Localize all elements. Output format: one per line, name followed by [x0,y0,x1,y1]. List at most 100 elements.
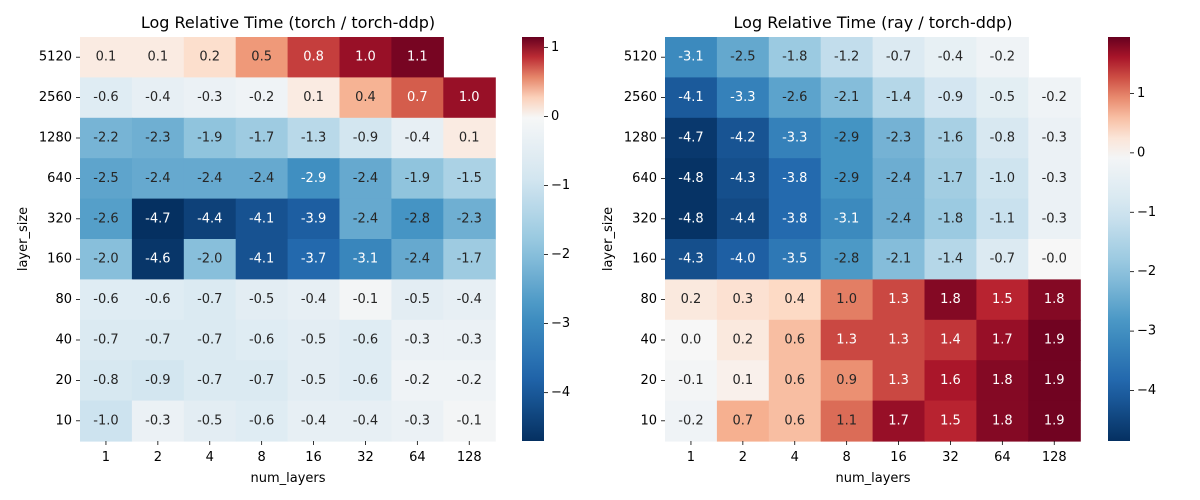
heatmap-cell-160-16 [287,239,341,280]
heatmap-cell-1280-1 [80,117,133,159]
cell-value-label: -2.3 [145,131,170,146]
cell-value-label: -0.6 [145,292,170,307]
heatmap-cell-40-32 [924,319,977,361]
chart-title: Log Relative Time (ray / torch-ddp) [734,13,1013,32]
y-tick-label: 640 [632,171,657,186]
x-tick-label: 2 [154,450,162,465]
heatmap-cell-20-1 [665,360,718,402]
cell-value-label: -2.1 [834,90,859,105]
heatmap-cell-20-128 [443,360,496,402]
heatmap-cell-320-1 [80,198,133,240]
heatmap-cell-640-32 [924,158,977,200]
heatmap-cell-160-64 [391,239,444,280]
x-tick-label: 8 [843,450,851,465]
cell-value-label: 0.1 [148,50,169,65]
x-tick-label: 128 [457,450,482,465]
heatmap-cell-320-32 [924,198,977,240]
heatmap-cell-40-4 [768,319,822,361]
y-tick-labels: 5120 2560 1280 640 320 160 80 40 20 10 [39,50,80,428]
cell-value-label: 0.9 [836,373,857,388]
heatmap-cell-160-1 [665,239,718,280]
heatmap-cell-10-8 [820,400,874,442]
cell-value-label: -0.7 [93,333,118,348]
cell-value-label: 1.9 [1044,413,1065,428]
heatmap-cell-10-2 [131,400,185,442]
heatmap-cell-5120-16 [872,37,926,78]
cell-value-label: 1.8 [940,292,961,307]
cell-value-label: 0.6 [784,333,805,348]
cell-value-label: 1.7 [888,413,909,428]
cell-value-label: -2.0 [197,252,222,267]
cell-value-label: -0.9 [353,131,378,146]
heatmap-cell-160-128 [443,239,496,280]
y-axis-label: layer_size [601,207,616,271]
y-tick-label: 40 [55,333,72,348]
colorbar: 1 0 −1 −2 −3 −4 [522,37,570,441]
cell-value-label: -4.2 [730,131,755,146]
cell-value-label: -0.8 [93,373,118,388]
colorbar-tick-label: −2 [551,247,570,262]
heatmap-cell-320-64 [976,198,1029,240]
cell-value-label: -4.8 [678,171,703,186]
cell-value-label: -4.3 [678,252,703,267]
cell-value-label: -0.3 [197,90,222,105]
heatmap-cell-20-16 [872,360,926,402]
cell-value-label: 1.8 [1044,292,1065,307]
heatmap-cell-10-64 [391,400,444,442]
cell-value-label: 1.5 [992,292,1013,307]
colorbar-tick-label: −2 [1137,264,1156,279]
heatmap-cell-10-4 [768,400,822,442]
cell-value-label: -1.7 [249,131,274,146]
heatmap-cell-2560-64 [391,77,444,119]
heatmap-cell-1280-4 [768,117,822,159]
cell-value-label: -2.8 [834,252,859,267]
cell-value-label: -1.6 [938,131,963,146]
cell-value-label: 1.1 [836,413,857,428]
heatmap-cell-80-16 [872,279,926,321]
cell-value-label: -2.5 [93,171,118,186]
heatmap-cell-2560-32 [339,77,392,119]
heatmap-cell-20-4 [768,360,822,402]
cell-value-label: -0.2 [405,373,430,388]
heatmap-cell-80-64 [976,279,1029,321]
heatmap-cell-5120-2 [131,37,185,78]
cell-value-label: -0.6 [353,373,378,388]
cell-value-label: -2.3 [457,211,482,226]
cell-value-label: -0.2 [1042,90,1067,105]
cell-value-label: 1.9 [1044,373,1065,388]
heatmap-cell-1280-2 [716,117,770,159]
heatmap-cell-20-1 [80,360,133,402]
cell-value-label: -2.4 [145,171,170,186]
cell-value-label: -1.7 [457,252,482,267]
x-tick-labels: 1 2 4 8 16 32 64 128 [687,441,1067,465]
cell-value-label: -0.4 [301,413,326,428]
x-tick-label: 16 [890,450,907,465]
heatmap-cell-20-64 [976,360,1029,402]
y-tick-label: 1280 [624,131,657,146]
cell-value-label: -3.1 [834,211,859,226]
heatmap-cell-10-128 [1028,400,1081,442]
heatmap-panel-torch: Log Relative Time (torch / torch-ddp) 0.… [16,13,570,486]
heatmap-cell-160-32 [924,239,977,280]
cell-value-label: 0.1 [96,50,117,65]
heatmap-cell-160-4 [768,239,822,280]
x-axis-label: num_layers [250,471,325,486]
heatmap-cell-20-8 [235,360,289,402]
cell-value-label: -2.5 [730,50,755,65]
cell-value-label: -1.4 [938,252,963,267]
cell-value-label: -0.0 [1042,252,1067,267]
y-tick-label: 80 [640,292,657,307]
heatmap-cell-1280-2 [131,117,185,159]
cell-value-label: -0.4 [457,292,482,307]
heatmap-cell-640-4 [768,158,822,200]
heatmap-cell-640-128 [1028,158,1081,200]
cell-value-label: -0.7 [886,50,911,65]
heatmap-cell-640-1 [665,158,718,200]
heatmap-cell-5120-1 [80,37,133,78]
y-tick-label: 160 [47,252,72,267]
cell-value-label: 0.1 [459,131,480,146]
heatmap-cell-10-2 [716,400,770,442]
cell-value-label: -1.0 [990,171,1015,186]
cell-value-label: -4.1 [249,252,274,267]
heatmap-cell-5120-8 [820,37,874,78]
